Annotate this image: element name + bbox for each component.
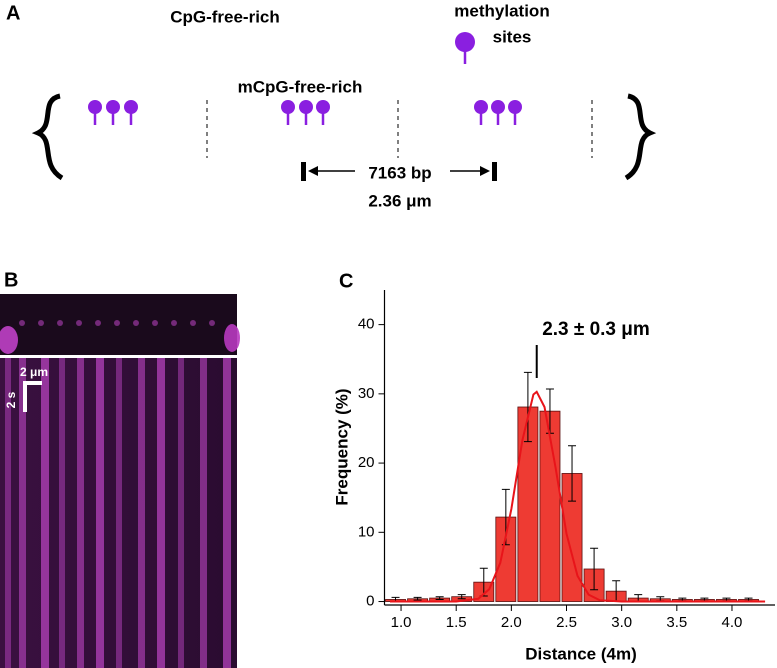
x-tick-label: 3.0 (611, 614, 632, 631)
y-tick-label: 10 (358, 523, 375, 540)
cpg-label: CpG-free-rich (170, 7, 280, 26)
methyl-head (299, 100, 313, 114)
image-dot (19, 320, 25, 326)
mcpg-label: mCpG-free-rich (238, 77, 363, 96)
dna-diagram (88, 32, 522, 125)
kymo-stripe (116, 358, 122, 668)
x-tick-label: 2.5 (556, 614, 577, 631)
kymo-stripe (77, 358, 84, 668)
scale-y: 2 s (4, 391, 18, 408)
image-dot (57, 320, 63, 326)
histogram-chart: C 0 10 20 30 40 1.0 1.5 2.0 2.5 3.0 3.5 4.0 Distance … (332, 270, 775, 663)
length-bp: 7163 bp (368, 163, 431, 182)
kymo-stripe (59, 358, 65, 668)
image-spot (224, 324, 240, 352)
x-axis-title: Distance (4m) (525, 644, 636, 663)
kymo-stripe (41, 358, 49, 668)
kymo-stripe (200, 358, 207, 668)
brace (31, 93, 64, 181)
x-tick-label: 3.5 (666, 614, 687, 631)
image-dot (209, 320, 215, 326)
error-bar (568, 445, 577, 502)
kymo-stripe (19, 358, 26, 668)
kymo-stripe (96, 358, 104, 668)
kymo-stripe (138, 358, 145, 668)
methyl-head (316, 100, 330, 114)
panel-label: C (339, 270, 353, 292)
kymograph-stripes (5, 358, 231, 668)
fit-curve (390, 390, 766, 603)
methyl-head (124, 100, 138, 114)
panel-label: A (6, 2, 20, 24)
kymo-stripe (178, 358, 184, 668)
legend-line: methylation (454, 1, 549, 20)
panel-label: B (4, 269, 18, 291)
error-bar (457, 594, 466, 600)
methyl-head (281, 100, 295, 114)
x-tick-label: 2.0 (501, 614, 522, 631)
image-dot (190, 320, 196, 326)
image-dot (76, 320, 82, 326)
y-tick-label: 0 (366, 593, 374, 610)
kymo-stripe (5, 358, 11, 668)
x-tick-label: 4.0 (722, 614, 743, 631)
image-dot (114, 320, 120, 326)
kymograph (0, 358, 237, 668)
image-dot (133, 320, 139, 326)
methyl-head (455, 32, 475, 52)
length-um: 2.36 μm (368, 191, 431, 210)
methyl-head (508, 100, 522, 114)
brace (624, 93, 657, 181)
legend-line: sites (493, 27, 532, 46)
methyl-head (491, 100, 505, 114)
methyl-head (106, 100, 120, 114)
kymo-stripe (157, 358, 165, 668)
y-tick-label: 40 (358, 316, 375, 333)
length-arrow (301, 162, 497, 181)
image-spot (0, 326, 18, 354)
methyl-head (474, 100, 488, 114)
y-tick-label: 30 (358, 385, 375, 402)
scale-bar (23, 381, 42, 412)
y-axis-title: Frequency (%) (332, 388, 351, 505)
image-dot (95, 320, 101, 326)
dashed-lines (206, 100, 593, 158)
x-tick-label: 1.5 (446, 614, 467, 631)
methyl-head (88, 100, 102, 114)
image-dot (152, 320, 158, 326)
image-dot (171, 320, 177, 326)
image-dot (38, 320, 44, 326)
image-dots (19, 320, 215, 326)
error-bar (435, 596, 444, 600)
annotation: 2.3 ± 0.3 μm (542, 319, 650, 340)
x-tick-label: 1.0 (391, 614, 412, 631)
y-tick-label: 20 (358, 454, 375, 471)
scale-x: 2 μm (20, 365, 48, 379)
error-bar (413, 596, 422, 601)
error-bar (590, 547, 599, 591)
error-bar (523, 371, 532, 443)
kymo-stripe (223, 358, 231, 668)
